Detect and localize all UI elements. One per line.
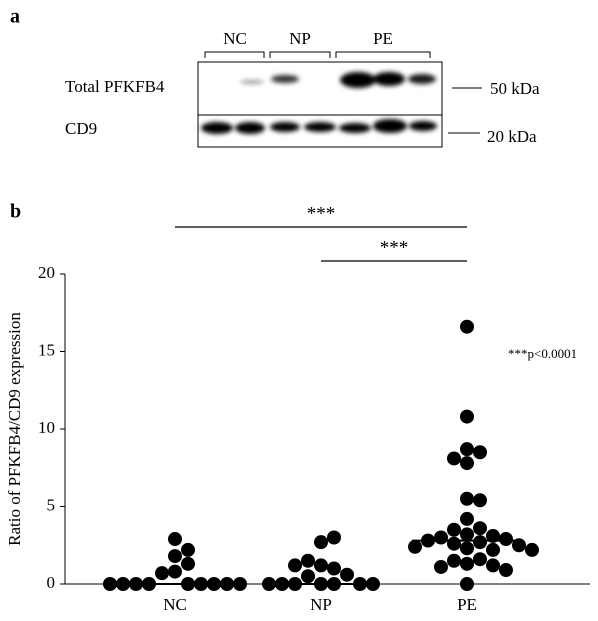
blot [197,61,443,148]
data-point [447,451,461,466]
data-point [434,530,448,545]
data-point [301,553,315,568]
panel-label: a [10,6,20,28]
x-tick-label: NP [310,595,332,614]
data-point [301,569,315,584]
y-tick-label: 10 [38,418,55,437]
data-point [512,538,526,553]
data-point [233,577,247,591]
data-point [327,530,341,545]
data-point [460,442,474,457]
lane-group: NC [223,29,247,48]
data-point [473,535,487,550]
data-point [168,549,182,564]
data-point [434,559,448,574]
x-tick-label: PE [457,595,477,614]
lane-group: NP [289,29,311,48]
data-point [314,558,328,573]
data-point [155,566,169,581]
data-point [340,567,354,582]
data-point [408,539,422,554]
data-point [460,409,474,424]
data-point [447,522,461,537]
data-point [460,541,474,556]
data-point [447,536,461,551]
row-label: CD9 [65,119,97,138]
data-point [103,577,117,591]
data-point [486,558,500,573]
data-point [181,542,195,557]
data-point [460,319,474,334]
data-point [460,456,474,471]
size-label: 20 kDa [487,127,537,146]
x-tick-label: NC [163,595,187,614]
data-point [486,542,500,557]
data-point [460,527,474,542]
data-point [473,445,487,460]
lane-group: PE [373,29,393,48]
significance-label: *** [380,237,409,258]
significance-label: *** [307,203,336,224]
row-label: Total PFKFB4 [65,77,165,96]
data-point [460,556,474,571]
data-point [460,511,474,526]
data-point [327,561,341,576]
data-point [460,577,474,591]
data-point [447,553,461,568]
data-point [499,532,513,547]
y-tick-label: 5 [47,495,56,514]
data-point [499,563,513,578]
data-point [168,532,182,547]
data-point [181,556,195,571]
data-point [168,564,182,579]
data-point [314,535,328,550]
data-point [473,552,487,567]
size-label: 50 kDa [490,79,540,98]
data-point [486,528,500,543]
y-tick-label: 20 [38,263,55,282]
y-axis-label: Ratio of PFKFB4/CD9 expression [5,312,24,546]
data-point [473,493,487,508]
data-point [288,558,302,573]
y-tick-label: 0 [47,573,56,592]
data-point [525,542,539,557]
panel-label: b [10,201,21,223]
lane-brackets [204,51,431,58]
y-tick-label: 15 [38,340,55,359]
data-point [473,521,487,536]
p-value-note: ***p<0.0001 [508,346,577,361]
data-point [460,491,474,506]
